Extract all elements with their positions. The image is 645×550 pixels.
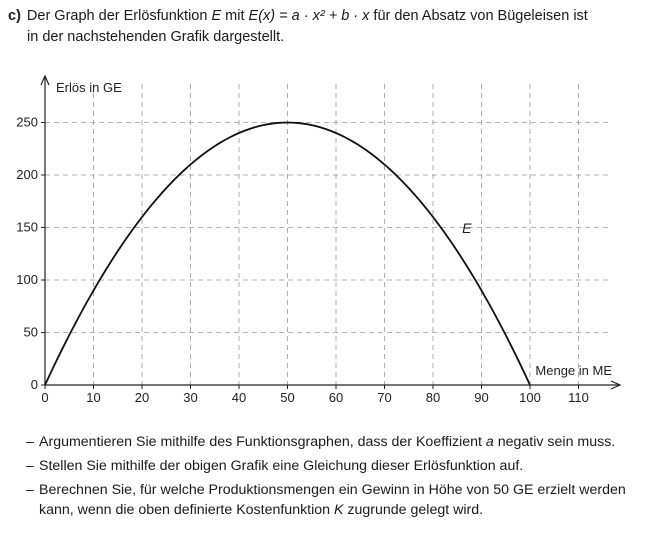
x-tick-label-110: 110	[568, 390, 589, 405]
x-tick-label-50: 50	[280, 390, 294, 405]
coefficient-a: a	[485, 434, 494, 450]
task-item-3: – Berechnen Sie, für welche Produktionsme…	[26, 482, 626, 518]
x-tick-label-90: 90	[474, 390, 488, 405]
x-tick-label-30: 30	[183, 390, 197, 405]
task-dash: –	[26, 434, 34, 450]
series-line-E	[44, 121, 531, 386]
function-formula: E(x) = a · x² + b · x	[248, 8, 370, 24]
task-intro: c) Der Graph der Erlösfunktion E mit E(x)…	[8, 6, 638, 48]
x-tick-label-40: 40	[232, 390, 246, 405]
x-tick-label-80: 80	[426, 390, 440, 405]
y-tick-label-50: 50	[24, 325, 38, 340]
intro-text-start: Der Graph der Erlösfunktion	[26, 8, 212, 24]
y-tick-label-0: 0	[31, 377, 38, 392]
task-label: c)	[8, 8, 21, 24]
y-tick-label-250: 250	[16, 115, 38, 130]
x-tick-label-10: 10	[86, 390, 100, 405]
task-dash: –	[26, 458, 34, 474]
revenue-chart: 0 10 20 30 40 50 60 70 80 90 100 110 0 50 100 150 200 250…	[16, 74, 622, 406]
x-axis-label: Menge in ME	[535, 363, 612, 378]
y-tick-label-100: 100	[16, 272, 38, 287]
x-tick-label-100: 100	[519, 390, 541, 405]
y-axis-label: Erlös in GE	[56, 80, 122, 95]
function-name: E	[211, 8, 222, 24]
intro-line-2: in der nachstehenden Grafik dargestellt.	[27, 29, 285, 45]
x-tick-label-20: 20	[135, 390, 149, 405]
series-label-E: E	[462, 220, 472, 236]
task-item-2: – Stellen Sie mithilfe der obigen Grafik …	[26, 458, 524, 474]
task-dash: –	[26, 482, 34, 498]
x-tick-label-60: 60	[329, 390, 343, 405]
chart-grid	[45, 84, 612, 385]
task-item-1: – Argumentieren Sie mithilfe des Funktion…	[26, 434, 616, 450]
x-tick-label-70: 70	[377, 390, 391, 405]
task-list: – Argumentieren Sie mithilfe des Funktion…	[26, 432, 626, 524]
intro-text-end: für den Absatz von Bügeleisen ist	[369, 8, 588, 24]
y-tick-label-200: 200	[16, 167, 38, 182]
chart-axes	[40, 74, 622, 390]
y-tick-label-150: 150	[16, 220, 38, 235]
y-axis-arrow	[40, 74, 50, 86]
x-tick-label-0: 0	[41, 390, 48, 405]
axis-ticks: 0 10 20 30 40 50 60 70 80 90 100 110 0 50 100 150 200 250	[16, 115, 589, 406]
x-axis-arrow	[610, 380, 622, 390]
cost-function-K: K	[334, 502, 344, 518]
intro-text-mid: mit	[221, 8, 249, 24]
intro-line-1: c) Der Graph der Erlösfunktion E mit E(x)…	[8, 6, 638, 27]
